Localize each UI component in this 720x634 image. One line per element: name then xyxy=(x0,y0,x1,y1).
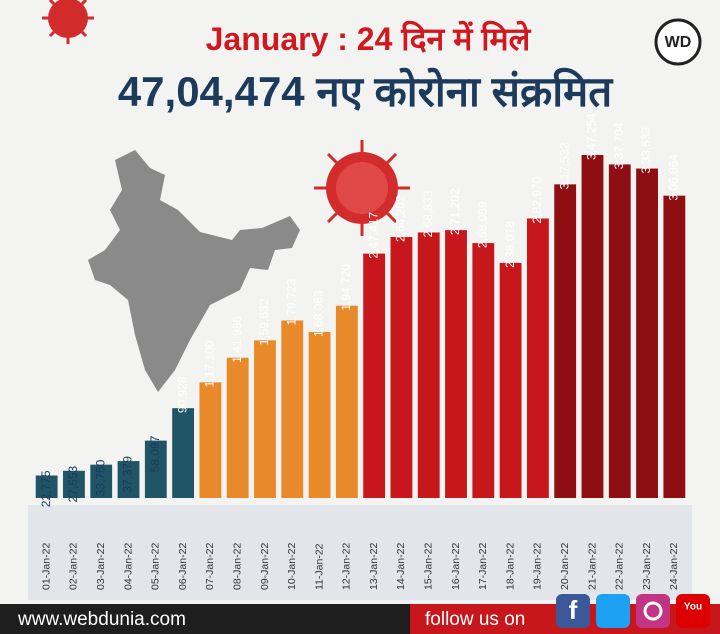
x-tick-label: 02-Jan-22 xyxy=(68,543,80,590)
value-label: 2,47,417 xyxy=(366,212,380,259)
bar xyxy=(472,243,495,498)
value-label: 22,775 xyxy=(39,470,53,507)
value-label: 37,379 xyxy=(121,456,135,493)
value-label: 58,097 xyxy=(148,435,162,472)
value-label: 2,64,202 xyxy=(394,195,408,242)
value-label: 3,06,064 xyxy=(667,154,681,201)
chart-subtitle: 47,04,474 नए कोरोना संक्रमित xyxy=(118,67,614,115)
bar xyxy=(417,232,440,498)
bar xyxy=(144,440,167,498)
x-tick-label: 14-Jan-22 xyxy=(395,543,407,590)
x-tick-label: 06-Jan-22 xyxy=(177,543,189,590)
bar xyxy=(390,237,413,498)
bar xyxy=(172,408,195,498)
bar xyxy=(663,195,686,498)
x-tick-label: 21-Jan-22 xyxy=(586,543,598,590)
bar xyxy=(335,305,358,498)
x-tick-label: 23-Jan-22 xyxy=(641,543,653,590)
bar xyxy=(526,218,549,498)
instagram-glyph xyxy=(643,601,663,621)
india-map xyxy=(88,150,300,392)
bar xyxy=(581,155,604,498)
x-tick-label: 15-Jan-22 xyxy=(423,543,435,590)
value-label: 1,94,720 xyxy=(339,264,353,311)
x-tick-label: 07-Jan-22 xyxy=(204,543,216,590)
value-label: 1,41,986 xyxy=(230,316,244,363)
value-label: 1,17,100 xyxy=(203,340,217,387)
youtube-glyph: You xyxy=(684,602,702,613)
x-tick-label: 13-Jan-22 xyxy=(368,543,380,590)
bar xyxy=(226,357,249,498)
value-label: 3,47,254 xyxy=(585,113,599,160)
value-label: 1,68,063 xyxy=(312,290,326,337)
bar xyxy=(608,164,631,498)
x-tick-label: 10-Jan-22 xyxy=(286,543,298,590)
x-tick-label: 09-Jan-22 xyxy=(259,543,271,590)
value-label: 2,38,018 xyxy=(503,221,517,268)
bar xyxy=(636,168,658,498)
x-tick-label: 03-Jan-22 xyxy=(95,543,107,590)
value-label: 33,750 xyxy=(93,459,107,496)
x-tick-label: 24-Jan-22 xyxy=(668,543,680,590)
x-tick-label: 22-Jan-22 xyxy=(614,543,626,590)
x-tick-label: 04-Jan-22 xyxy=(122,543,134,590)
value-label: 27,553 xyxy=(66,465,80,502)
bar xyxy=(308,331,331,498)
logo-circle xyxy=(654,18,702,66)
facebook-glyph: f xyxy=(569,595,578,625)
chart-title: January : 24 दिन में मिले xyxy=(206,20,532,57)
value-label: 3,37,704 xyxy=(612,122,626,169)
value-label: 2,58,089 xyxy=(475,201,489,248)
bar xyxy=(363,253,386,498)
footer-follow: follow us on xyxy=(425,609,525,630)
x-tick-label: 01-Jan-22 xyxy=(40,543,52,590)
bar xyxy=(445,230,467,498)
date-band xyxy=(28,505,692,600)
x-tick-label: 18-Jan-22 xyxy=(504,543,516,590)
value-label: 90,928 xyxy=(175,376,189,413)
bar xyxy=(199,382,222,498)
x-tick-label: 12-Jan-22 xyxy=(341,543,353,590)
bar xyxy=(117,461,140,498)
bar xyxy=(35,475,58,498)
x-tick-label: 08-Jan-22 xyxy=(231,543,243,590)
value-label: 3,33,533 xyxy=(639,127,653,174)
twitter-icon[interactable] xyxy=(596,594,630,628)
bar xyxy=(254,340,276,498)
x-tick-label: 16-Jan-22 xyxy=(450,543,462,590)
value-label: 2,71,202 xyxy=(448,188,462,235)
virus-icon xyxy=(42,0,410,236)
bar xyxy=(90,464,113,498)
instagram-icon[interactable] xyxy=(636,594,670,628)
value-label: 3,17,532 xyxy=(557,142,571,189)
x-tick-label: 11-Jan-22 xyxy=(313,543,325,590)
x-tick-label: 19-Jan-22 xyxy=(532,543,544,590)
facebook-icon[interactable] xyxy=(556,594,590,628)
bar xyxy=(499,262,522,498)
x-tick-label: 05-Jan-22 xyxy=(150,543,162,590)
youtube-icon[interactable] xyxy=(676,594,710,628)
logo: WD xyxy=(665,34,692,51)
value-label: 2,82,970 xyxy=(530,176,544,223)
bar xyxy=(554,184,577,498)
value-label: 2,68,833 xyxy=(421,190,435,237)
bar xyxy=(281,320,304,498)
bar xyxy=(63,470,85,498)
x-tick-label: 17-Jan-22 xyxy=(477,543,489,590)
footer-website[interactable]: www.webdunia.com xyxy=(17,609,186,630)
value-label: 1,59,632 xyxy=(257,298,271,345)
x-tick-label: 20-Jan-22 xyxy=(559,543,571,590)
value-label: 1,79,723 xyxy=(284,278,298,325)
